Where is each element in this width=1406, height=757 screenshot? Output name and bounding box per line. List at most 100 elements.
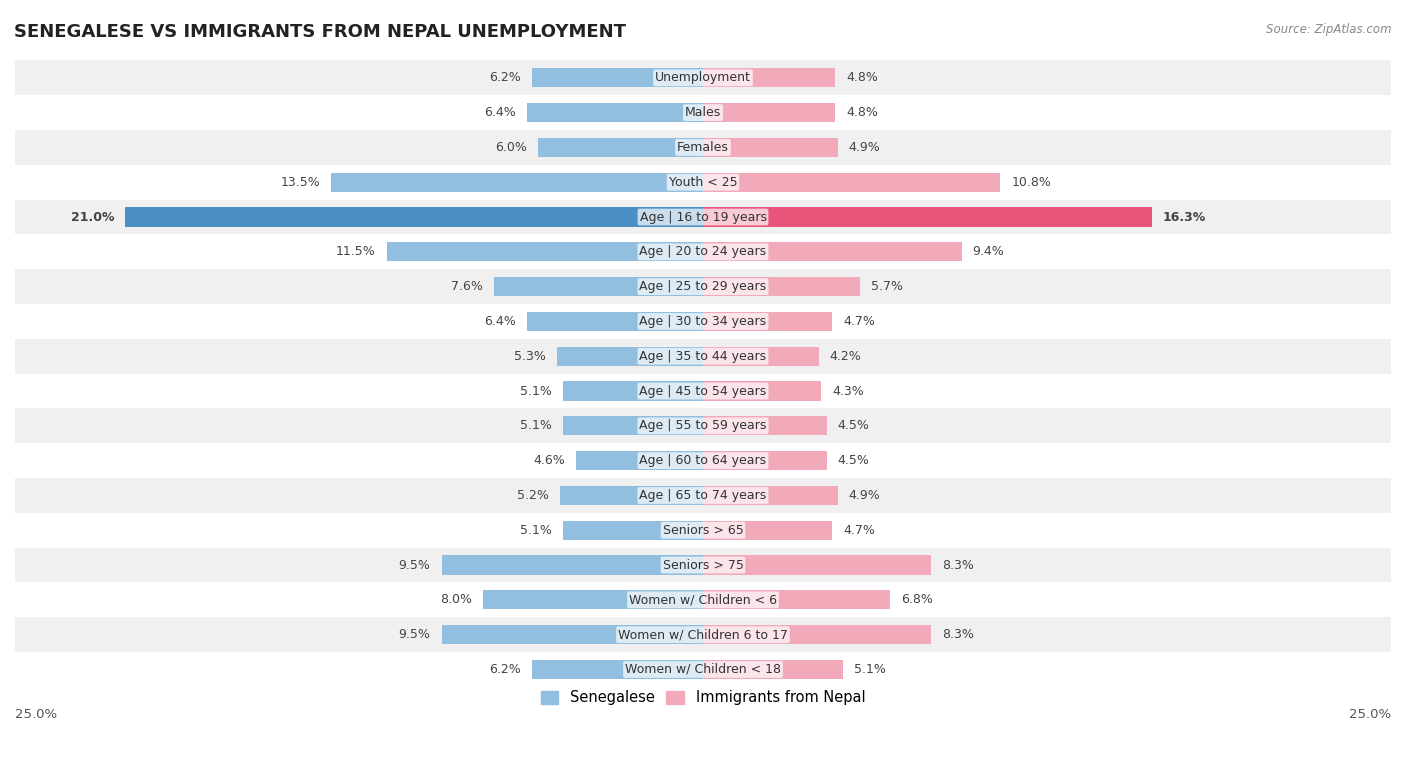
Text: Age | 60 to 64 years: Age | 60 to 64 years	[640, 454, 766, 467]
Bar	[15, 444, 1391, 478]
Text: 25.0%: 25.0%	[1348, 708, 1391, 721]
Bar	[387, 242, 703, 261]
Bar	[538, 138, 703, 157]
Text: 6.4%: 6.4%	[484, 315, 516, 328]
Text: Seniors > 75: Seniors > 75	[662, 559, 744, 572]
Text: 5.1%: 5.1%	[520, 419, 551, 432]
Bar	[15, 235, 1391, 269]
Bar	[703, 451, 827, 470]
Text: 6.2%: 6.2%	[489, 663, 522, 676]
Bar	[125, 207, 703, 226]
Text: Youth < 25: Youth < 25	[669, 176, 737, 188]
Bar	[562, 521, 703, 540]
Bar	[703, 521, 832, 540]
Bar	[703, 103, 835, 122]
Text: 4.2%: 4.2%	[830, 350, 862, 363]
Text: 4.9%: 4.9%	[849, 141, 880, 154]
Text: Seniors > 65: Seniors > 65	[662, 524, 744, 537]
Bar	[533, 68, 703, 87]
Bar	[703, 625, 931, 644]
Text: 16.3%: 16.3%	[1163, 210, 1206, 223]
Bar	[703, 242, 962, 261]
Bar	[332, 173, 703, 192]
Text: 4.8%: 4.8%	[846, 71, 877, 84]
Bar	[15, 547, 1391, 582]
Text: 4.9%: 4.9%	[849, 489, 880, 502]
Text: 5.1%: 5.1%	[520, 385, 551, 397]
Text: Age | 25 to 29 years: Age | 25 to 29 years	[640, 280, 766, 293]
Bar	[15, 269, 1391, 304]
Text: 4.7%: 4.7%	[844, 524, 875, 537]
Text: 25.0%: 25.0%	[15, 708, 58, 721]
Text: 9.4%: 9.4%	[973, 245, 1004, 258]
Bar	[15, 339, 1391, 374]
Bar	[441, 625, 703, 644]
Bar	[703, 556, 931, 575]
Text: 9.5%: 9.5%	[399, 628, 430, 641]
Bar	[15, 374, 1391, 409]
Text: 5.1%: 5.1%	[520, 524, 551, 537]
Bar	[494, 277, 703, 296]
Bar	[562, 382, 703, 400]
Text: 5.7%: 5.7%	[870, 280, 903, 293]
Bar	[15, 95, 1391, 130]
Text: 6.2%: 6.2%	[489, 71, 522, 84]
Text: 4.6%: 4.6%	[534, 454, 565, 467]
Text: 10.8%: 10.8%	[1011, 176, 1052, 188]
Text: Age | 65 to 74 years: Age | 65 to 74 years	[640, 489, 766, 502]
Text: 5.2%: 5.2%	[517, 489, 548, 502]
Bar	[703, 660, 844, 679]
Text: 4.5%: 4.5%	[838, 419, 870, 432]
Bar	[703, 590, 890, 609]
Text: SENEGALESE VS IMMIGRANTS FROM NEPAL UNEMPLOYMENT: SENEGALESE VS IMMIGRANTS FROM NEPAL UNEM…	[14, 23, 626, 41]
Bar	[441, 556, 703, 575]
Bar	[15, 304, 1391, 339]
Text: 6.0%: 6.0%	[495, 141, 527, 154]
Text: Age | 16 to 19 years: Age | 16 to 19 years	[640, 210, 766, 223]
Bar	[703, 312, 832, 331]
Bar	[562, 416, 703, 435]
Text: Males: Males	[685, 106, 721, 119]
Bar	[703, 138, 838, 157]
Bar	[703, 173, 1000, 192]
Bar	[560, 486, 703, 505]
Text: Females: Females	[678, 141, 728, 154]
Legend: Senegalese, Immigrants from Nepal: Senegalese, Immigrants from Nepal	[534, 684, 872, 711]
Bar	[15, 478, 1391, 512]
Bar	[482, 590, 703, 609]
Text: 11.5%: 11.5%	[336, 245, 375, 258]
Text: Source: ZipAtlas.com: Source: ZipAtlas.com	[1267, 23, 1392, 36]
Bar	[703, 207, 1152, 226]
Text: Women w/ Children < 6: Women w/ Children < 6	[628, 593, 778, 606]
Text: 5.3%: 5.3%	[515, 350, 546, 363]
Bar	[703, 382, 821, 400]
Text: 8.0%: 8.0%	[440, 593, 472, 606]
Text: Age | 45 to 54 years: Age | 45 to 54 years	[640, 385, 766, 397]
Text: 4.7%: 4.7%	[844, 315, 875, 328]
Text: 4.3%: 4.3%	[832, 385, 865, 397]
Text: Age | 20 to 24 years: Age | 20 to 24 years	[640, 245, 766, 258]
Bar	[703, 486, 838, 505]
Text: Women w/ Children 6 to 17: Women w/ Children 6 to 17	[619, 628, 787, 641]
Bar	[703, 347, 818, 366]
Bar	[15, 652, 1391, 687]
Text: 6.4%: 6.4%	[484, 106, 516, 119]
Bar	[15, 130, 1391, 165]
Text: 7.6%: 7.6%	[451, 280, 482, 293]
Bar	[15, 165, 1391, 200]
Bar	[15, 582, 1391, 617]
Bar	[15, 200, 1391, 235]
Text: 4.5%: 4.5%	[838, 454, 870, 467]
Bar	[15, 512, 1391, 547]
Bar	[15, 409, 1391, 444]
Bar	[533, 660, 703, 679]
Text: 4.8%: 4.8%	[846, 106, 877, 119]
Text: 9.5%: 9.5%	[399, 559, 430, 572]
Bar	[557, 347, 703, 366]
Text: 13.5%: 13.5%	[281, 176, 321, 188]
Text: 6.8%: 6.8%	[901, 593, 934, 606]
Text: 8.3%: 8.3%	[942, 628, 974, 641]
Bar	[576, 451, 703, 470]
Bar	[15, 61, 1391, 95]
Bar	[15, 617, 1391, 652]
